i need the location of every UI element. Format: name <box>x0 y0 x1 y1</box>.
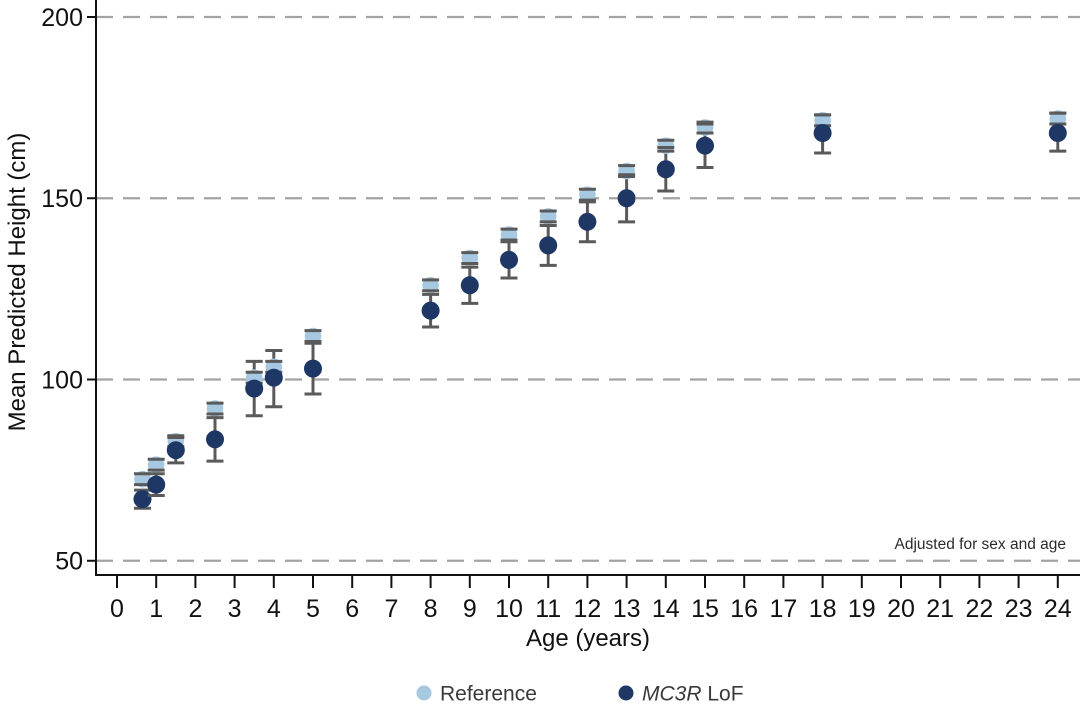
legend-label: MC3R LoF <box>642 682 744 704</box>
data-point-group-age-0.65 <box>133 470 152 510</box>
mc3r-lof-point <box>578 212 597 231</box>
data-point-group-age-11 <box>539 208 558 267</box>
x-tick-label-1: 1 <box>149 595 163 623</box>
data-point-group-age-14 <box>656 137 675 193</box>
x-tick-label-17: 17 <box>769 595 797 623</box>
y-tick-label-100: 100 <box>41 366 83 394</box>
x-tick-label-5: 5 <box>306 595 320 623</box>
data-point-group-age-1.5 <box>166 432 185 465</box>
x-tick-label-2: 2 <box>188 595 202 623</box>
mc3r-lof-point <box>1048 124 1067 142</box>
data-point-group-age-4 <box>264 349 283 409</box>
legend-label: Reference <box>440 682 537 704</box>
x-tick-label-22: 22 <box>965 595 993 623</box>
x-tick-label-19: 19 <box>848 595 876 623</box>
x-tick-label-14: 14 <box>652 595 680 623</box>
mc3r-lof-point <box>147 475 166 494</box>
x-tick-label-7: 7 <box>384 595 398 623</box>
mc3r-lof-point <box>656 160 675 179</box>
data-point-group-age-15 <box>696 119 714 169</box>
data-point-group-age-9 <box>460 249 479 305</box>
adjustment-annotation: Adjusted for sex and age <box>895 536 1066 553</box>
data-point-group-age-13 <box>617 162 636 224</box>
mc3r-lof-point <box>304 359 322 378</box>
mc3r-lof-point <box>539 236 558 255</box>
mc3r-lof-point <box>264 368 283 387</box>
data-point-group-age-24 <box>1048 110 1067 153</box>
mc3r-lof-point <box>206 430 224 449</box>
data-point-group-age-8 <box>421 276 440 329</box>
x-tick-label-3: 3 <box>228 595 242 623</box>
x-tick-label-20: 20 <box>887 595 915 623</box>
y-axis-ticks: 50 100 150 200 <box>41 4 96 576</box>
mc3r-lof-point <box>460 276 479 295</box>
x-tick-label-24: 24 <box>1044 595 1072 623</box>
data-point-group-age-3.5 <box>245 359 264 418</box>
mc3r-lof-point <box>245 379 264 398</box>
data-point-group-age-18 <box>813 112 832 155</box>
legend-item-reference: Reference <box>416 682 537 704</box>
x-tick-label-21: 21 <box>926 595 954 623</box>
mc3r-lof-point <box>133 490 152 509</box>
data-point-group-age-5 <box>304 327 322 396</box>
legend-dot <box>416 685 432 701</box>
mc3r-lof-point <box>166 441 185 460</box>
x-tick-label-23: 23 <box>1005 595 1033 623</box>
mc3r-lof-point <box>421 301 440 320</box>
mc3r-lof-point <box>617 189 636 208</box>
x-tick-label-10: 10 <box>495 595 523 623</box>
data-points <box>133 110 1067 510</box>
x-axis-ticks: 0 1 2 3 4 5 6 7 8 9 10 11 12 13 14 15 16 17 18 19 20 21 22 23 24 <box>110 576 1072 623</box>
x-axis-title: Age (years) <box>526 625 650 652</box>
x-tick-label-12: 12 <box>573 595 601 623</box>
data-point-group-age-2.5 <box>206 400 224 463</box>
y-tick-label-50: 50 <box>55 548 83 576</box>
legend: Reference MC3R LoF <box>416 682 744 704</box>
mc3r-lof-point <box>500 250 518 269</box>
x-tick-label-8: 8 <box>424 595 438 623</box>
mc3r-lof-point <box>696 136 714 155</box>
x-tick-label-13: 13 <box>613 595 641 623</box>
data-point-group-age-10 <box>500 226 518 280</box>
x-tick-label-18: 18 <box>809 595 837 623</box>
x-tick-label-6: 6 <box>345 595 359 623</box>
x-tick-label-0: 0 <box>110 595 124 623</box>
x-tick-label-4: 4 <box>267 595 281 623</box>
mc3r-lof-point <box>813 124 832 142</box>
y-axis-title: Mean Predicted Height (cm) <box>4 133 31 432</box>
data-point-group-age-12 <box>578 186 597 244</box>
x-tick-label-16: 16 <box>730 595 758 623</box>
legend-item-mc3r-lof: MC3R LoF <box>618 682 744 704</box>
data-point-group-age-1 <box>147 456 166 497</box>
x-tick-label-9: 9 <box>463 595 477 623</box>
x-tick-label-11: 11 <box>535 595 561 623</box>
legend-dot <box>618 685 634 701</box>
y-tick-label-200: 200 <box>41 4 83 32</box>
y-tick-label-150: 150 <box>41 185 83 213</box>
x-tick-label-15: 15 <box>691 595 719 623</box>
gridlines <box>96 15 1080 562</box>
